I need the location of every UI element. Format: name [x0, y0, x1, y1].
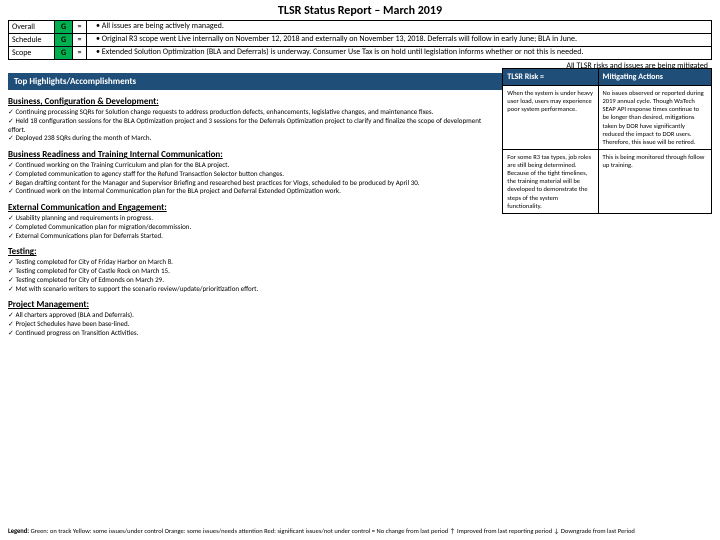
status-text: Extended Solution Optimization (BLA and … [87, 47, 712, 60]
section-heading: Testing: [8, 246, 496, 257]
page-title: TLSR Status Report – March 2019 [8, 4, 712, 18]
status-table: Overall G = All issues are being activel… [8, 20, 712, 60]
risk-table: TLSR Risk = Mitigating Actions When the … [502, 68, 712, 214]
status-g: G [55, 21, 73, 34]
status-label: Overall [9, 21, 55, 34]
risk-head-2: Mitigating Actions [598, 69, 711, 86]
section-heading: Project Management: [8, 299, 496, 310]
status-g: G [55, 47, 73, 60]
status-eq: = [73, 47, 87, 60]
risk-head-1: TLSR Risk = [503, 69, 598, 86]
status-eq: = [73, 34, 87, 47]
section-body: All charters approved (BLA and Deferrals… [8, 311, 496, 337]
status-g: G [55, 34, 73, 47]
highlights-bar: Top Highlights/Accomplishments [8, 73, 503, 90]
status-text: Original R3 scope went Live internally o… [87, 34, 712, 47]
status-label: Schedule [9, 34, 55, 47]
section-heading: External Communication and Engagement: [8, 202, 496, 213]
section-body: Usability planning and requirements in p… [8, 214, 496, 240]
status-label: Scope [9, 47, 55, 60]
section-body: Testing completed for City of Friday Har… [8, 258, 496, 293]
section-heading: Business Readiness and Training Internal… [8, 149, 496, 160]
right-column: TLSR Risk = Mitigating Actions When the … [502, 90, 712, 338]
section-heading: Business, Configuration & Development: [8, 96, 496, 107]
legend: Legend: Green: on track Yellow: some iss… [8, 528, 712, 536]
section-body: Continued working on the Training Curric… [8, 161, 496, 196]
status-text: All issues are being actively managed. [87, 21, 712, 34]
status-eq: = [73, 21, 87, 34]
section-body: Continuing processing SQRs for Solution … [8, 108, 496, 143]
risk-cell: For some R3 tax types, job roles are sti… [503, 149, 598, 213]
mitigation-cell: This is being monitored through follow u… [598, 149, 711, 213]
risk-cell: When the system is under heavy user load… [503, 86, 598, 150]
left-column: Business, Configuration & Development:Co… [8, 90, 502, 338]
mitigation-cell: No issues observed or reported during 20… [598, 86, 711, 150]
